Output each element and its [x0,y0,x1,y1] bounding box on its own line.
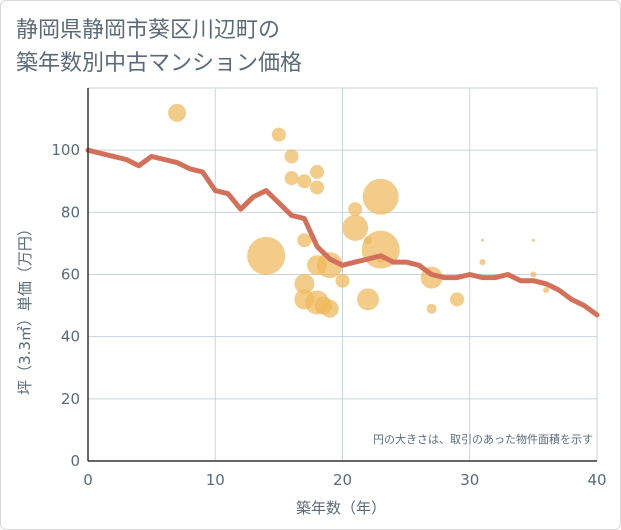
bubble-18 [342,214,369,241]
y-tick-label-3: 60 [61,266,80,284]
bubble-8 [297,233,312,248]
y-axis-label: 坪（3.3㎡）単価（万円） [16,221,34,395]
bubble-9 [294,273,315,294]
axes: 0 10 20 30 40 0 20 40 60 80 100 [51,88,607,489]
y-tick-label-2: 40 [61,328,80,346]
x-axis-label: 築年数（年） [296,499,386,517]
x-tick-label-0: 0 [83,471,93,489]
title-line-2: 築年数別中古マンション価格 [16,51,303,76]
bubble-21 [362,178,399,215]
title-line-1: 静岡県静岡市葵区川辺町の [16,18,281,43]
bubble-17 [348,202,363,217]
bubble-5 [310,164,325,179]
bubble-7 [247,236,286,275]
y-tick-label-4: 80 [61,203,80,221]
bubble-15 [320,299,339,318]
bubble-27 [480,238,484,242]
bubble-31 [543,287,550,294]
average-price-line [85,147,600,318]
bubble-29 [531,238,535,242]
y-tick-label-0: 0 [70,452,80,470]
y-tick-label-1: 20 [61,390,80,408]
bubble-16 [335,273,350,288]
bubble-14 [316,252,343,279]
bubble-1 [271,127,286,142]
bubble-3 [284,171,299,186]
x-tick-label-4: 40 [587,471,606,489]
x-tick-label-1: 10 [206,471,225,489]
bubble-26 [450,292,465,307]
bubble-20 [356,288,379,311]
trend-line-layer [85,147,600,318]
bubble-28 [479,259,486,266]
bubble-layer [168,103,550,318]
bubble-25 [426,303,437,314]
y-tick-label-5: 100 [51,141,80,159]
bubble-2 [284,149,299,164]
x-tick-label-2: 20 [333,471,352,489]
bubble-4 [297,174,312,189]
chart-title: 静岡県静岡市葵区川辺町の 築年数別中古マンション価格 [16,14,302,80]
size-note: 円の大きさは、取引のあった物件面積を示す [373,432,593,446]
bubble-0 [168,103,187,122]
bubble-30 [530,271,537,278]
bubble-6 [310,180,325,195]
x-tick-label-3: 30 [460,471,479,489]
